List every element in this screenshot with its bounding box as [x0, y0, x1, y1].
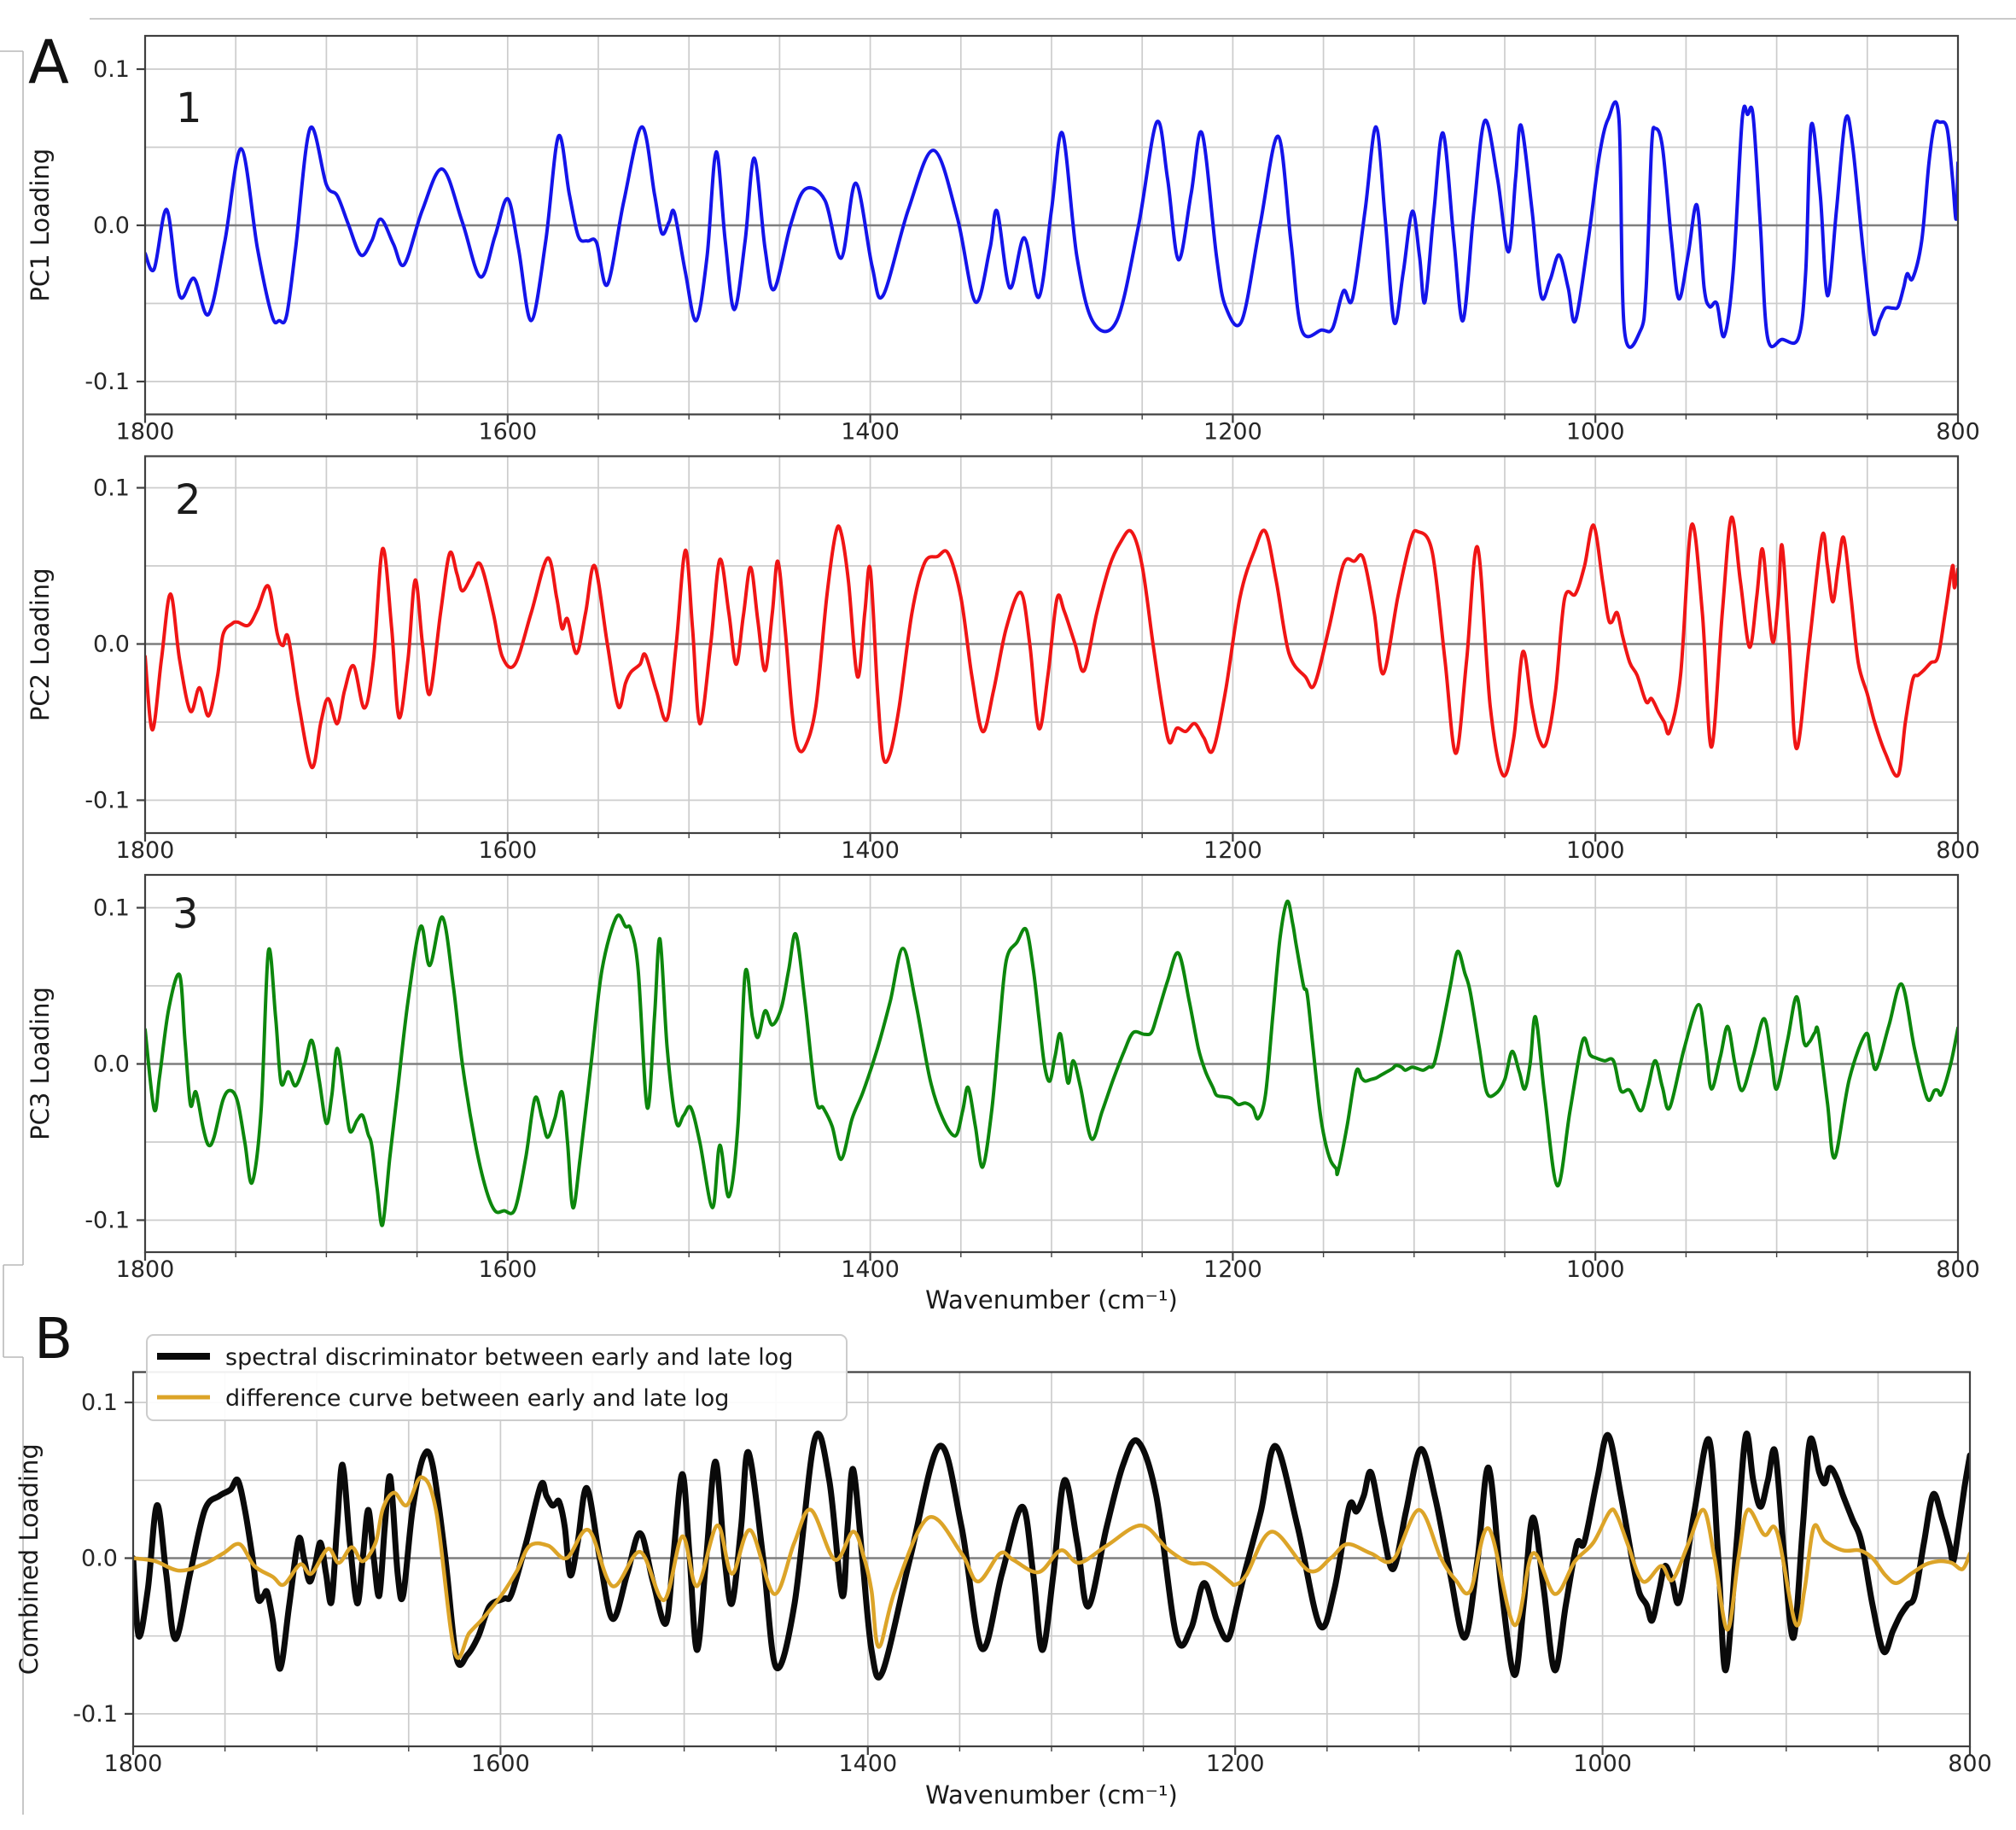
x-tick-label: 1000	[1566, 1256, 1625, 1283]
y-tick-label: 0.0	[93, 632, 130, 658]
x-tick-label: 1000	[1573, 1751, 1632, 1777]
x-tick-label: 1400	[841, 1256, 900, 1283]
x-tick-label: 1600	[471, 1751, 530, 1777]
panel-number-pc3: 3	[172, 890, 199, 938]
y-tick-label: -0.1	[73, 1701, 118, 1728]
x-tick-label: 1200	[1203, 837, 1262, 864]
grid-pc3	[144, 875, 1959, 1252]
y-tick-label: -0.1	[84, 369, 130, 395]
y-tick-label: 0.1	[81, 1390, 118, 1416]
x-tick-label: 1800	[104, 1751, 163, 1777]
panel-a-letter: A	[28, 27, 69, 97]
y-axis-label-pc2: PC2 Loading	[26, 568, 55, 721]
pc2-series-0-curve	[145, 516, 1958, 778]
y-tick-label: 0.0	[81, 1546, 118, 1572]
pc3-series-0-curve	[145, 900, 1958, 1227]
panel-pc1: 1800 1600 1400 1200 1000 800 -0.1 0.0 0.1 PC1 Loa…	[26, 34, 1980, 446]
x-tick-label: 800	[1936, 419, 1980, 446]
x-tick-label: 800	[1936, 837, 1980, 864]
x-tick-label: 1600	[478, 1256, 537, 1283]
y-tick-label: -0.1	[84, 1208, 130, 1234]
x-tick-label: 1600	[478, 837, 537, 864]
x-tick-label: 1800	[116, 419, 175, 446]
y-axis-label-pc1: PC1 Loading	[26, 149, 55, 302]
pc1-series-0-curve	[145, 100, 1958, 349]
page-artifact-borders	[0, 18, 2016, 1815]
x-tick-label: 1600	[478, 419, 537, 446]
legend: spectral discriminator between early and…	[146, 1334, 848, 1421]
y-tick-label: 0.1	[93, 475, 130, 502]
x-tick-label: 800	[1948, 1751, 1992, 1777]
panel-b-letter: B	[34, 1306, 73, 1372]
y-tick-label: 0.0	[93, 1052, 130, 1078]
legend-box	[146, 1334, 848, 1421]
combined-series-1-curve	[133, 1475, 1970, 1660]
x-tick-label: 1000	[1566, 837, 1625, 864]
curves-combined	[133, 1431, 1970, 1681]
y-tick-label: 0.1	[93, 56, 130, 83]
x-tick-label: 1800	[116, 1256, 175, 1283]
x-tick-label: 1400	[838, 1751, 897, 1777]
x-tick-label: 1200	[1203, 1256, 1262, 1283]
curves-pc3	[145, 900, 1958, 1227]
x-tick-label: 1200	[1203, 419, 1262, 446]
y-axis-label-combined: Combined Loading	[15, 1443, 44, 1675]
x-tick-label: 1400	[841, 419, 900, 446]
panel-number-pc2: 2	[175, 476, 201, 524]
ticks-pc1: 1800 1600 1400 1200 1000 800 -0.1 0.0 0.1	[84, 56, 1979, 446]
y-axis-label-pc3: PC3 Loading	[26, 987, 55, 1140]
ticks-combined: 1800 1600 1400 1200 1000 800 -0.1 0.0 0.1	[73, 1390, 1991, 1777]
panel-pc3: 1800 1600 1400 1200 1000 800 -0.1 0.0 0.1 PC3 Loa…	[26, 873, 1980, 1314]
y-tick-label: 0.0	[93, 213, 130, 239]
panel-combined: 1800 1600 1400 1200 1000 800 -0.1 0.0 0.1 Combine…	[15, 1371, 1992, 1810]
ticks-pc2: 1800 1600 1400 1200 1000 800 -0.1 0.0 0.1	[84, 475, 1979, 865]
legend-label-spectral-discriminator: spectral discriminator between early and…	[225, 1344, 793, 1371]
x-tick-label: 1800	[116, 837, 175, 864]
curves-pc1	[145, 100, 1958, 349]
x-tick-label: 800	[1936, 1256, 1980, 1283]
x-tick-label: 1400	[841, 837, 900, 864]
x-axis-label-combined: Wavenumber (cm⁻¹)	[925, 1780, 1178, 1810]
y-tick-label: -0.1	[84, 788, 130, 814]
x-tick-label: 1000	[1566, 419, 1625, 446]
panel-pc2: 1800 1600 1400 1200 1000 800 -0.1 0.0 0.1 PC2 Loa…	[26, 455, 1980, 865]
x-axis-label-pc3: Wavenumber (cm⁻¹)	[925, 1285, 1178, 1314]
legend-label-difference-curve: difference curve between early and late …	[225, 1385, 729, 1412]
x-tick-label: 1200	[1206, 1751, 1265, 1777]
curves-pc2	[145, 516, 1958, 778]
y-tick-label: 0.1	[93, 895, 130, 922]
ticks-pc3: 1800 1600 1400 1200 1000 800 -0.1 0.0 0.1	[84, 895, 1979, 1284]
panel-number-pc1: 1	[176, 85, 202, 132]
